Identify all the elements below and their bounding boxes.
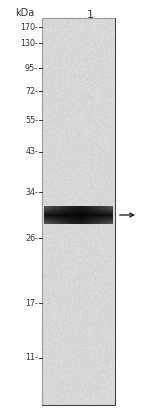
Bar	[65, 206, 66, 224]
Bar	[44, 206, 45, 224]
Bar	[46, 206, 47, 224]
Bar	[102, 206, 103, 224]
Bar	[58, 206, 59, 224]
Bar	[100, 206, 101, 224]
Bar	[101, 206, 102, 224]
Bar	[63, 206, 64, 224]
Bar	[67, 206, 68, 224]
Text: 1: 1	[87, 10, 93, 20]
Bar	[52, 206, 53, 224]
Bar	[99, 206, 100, 224]
Bar	[73, 206, 74, 224]
Text: 55-: 55-	[25, 116, 38, 125]
Bar	[55, 206, 56, 224]
Bar	[97, 206, 98, 224]
Bar	[86, 206, 87, 224]
Bar	[47, 206, 48, 224]
Bar	[83, 206, 84, 224]
Bar	[93, 206, 94, 224]
Text: 11-: 11-	[25, 354, 38, 362]
Bar	[112, 206, 113, 224]
Bar	[84, 206, 85, 224]
Bar	[61, 206, 62, 224]
Bar	[89, 206, 90, 224]
Bar	[60, 206, 61, 224]
Bar	[48, 206, 49, 224]
Bar	[57, 206, 58, 224]
Bar	[88, 206, 89, 224]
Bar	[80, 206, 81, 224]
Bar	[54, 206, 55, 224]
Bar	[85, 206, 86, 224]
Bar	[82, 206, 83, 224]
Bar	[107, 206, 108, 224]
Text: 130-: 130-	[20, 38, 38, 48]
Bar	[103, 206, 104, 224]
Bar	[70, 206, 71, 224]
Bar	[92, 206, 93, 224]
Bar	[45, 206, 46, 224]
Bar	[91, 206, 92, 224]
Text: 34-: 34-	[25, 188, 38, 196]
Bar	[81, 206, 82, 224]
Bar	[66, 206, 67, 224]
Text: 72-: 72-	[25, 86, 38, 95]
Bar	[75, 206, 76, 224]
Bar	[59, 206, 60, 224]
Text: 17-: 17-	[25, 299, 38, 307]
Bar	[95, 206, 96, 224]
Bar	[68, 206, 69, 224]
Bar	[111, 206, 112, 224]
Bar	[106, 206, 107, 224]
Bar	[42, 18, 115, 405]
Bar	[69, 206, 70, 224]
Bar	[109, 206, 110, 224]
Text: 26-: 26-	[25, 234, 38, 243]
Bar	[110, 206, 111, 224]
Bar	[71, 206, 72, 224]
Bar	[62, 206, 63, 224]
Bar	[72, 206, 73, 224]
Bar	[98, 206, 99, 224]
Bar	[87, 206, 88, 224]
Bar	[49, 206, 50, 224]
Bar	[76, 206, 77, 224]
Bar	[108, 206, 109, 224]
Bar	[94, 206, 95, 224]
Bar	[51, 206, 52, 224]
Bar	[105, 206, 106, 224]
Bar	[79, 206, 80, 224]
Bar	[77, 206, 78, 224]
Bar	[64, 206, 65, 224]
Text: 43-: 43-	[25, 148, 38, 156]
Text: 170-: 170-	[20, 23, 38, 32]
Text: kDa: kDa	[15, 8, 34, 18]
Bar	[96, 206, 97, 224]
Bar	[90, 206, 91, 224]
Bar	[104, 206, 105, 224]
Bar	[53, 206, 54, 224]
Bar	[74, 206, 75, 224]
Bar	[56, 206, 57, 224]
Bar	[78, 206, 79, 224]
Text: 95-: 95-	[25, 63, 38, 73]
Bar	[50, 206, 51, 224]
